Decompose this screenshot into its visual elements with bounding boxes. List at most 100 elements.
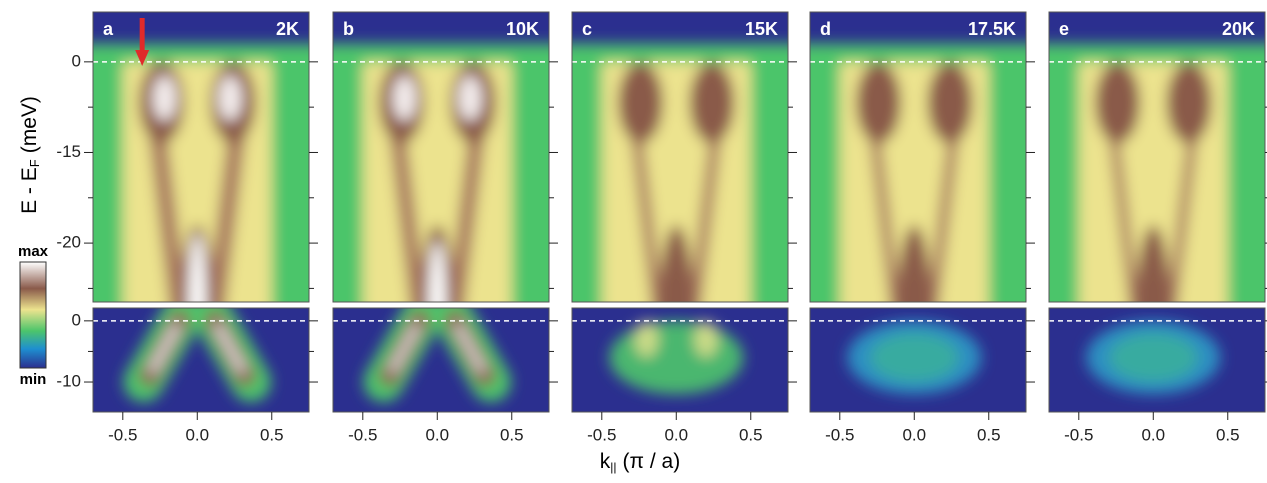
intensity: [1049, 43, 1265, 302]
intensity-band: [928, 110, 962, 302]
heatmap: [333, 308, 549, 412]
panel-frame: [332, 11, 550, 303]
intensity-blob: [856, 61, 901, 144]
panel-temperature: 15K: [745, 19, 778, 39]
panel-temperature: 17.5K: [968, 19, 1016, 39]
intensity: [572, 43, 788, 302]
intensity-blob: [634, 320, 659, 358]
intensity-blob: [1166, 61, 1212, 144]
panel-letter: a: [103, 19, 114, 39]
panel-temperature: 10K: [506, 19, 539, 39]
panel-frame: [809, 11, 1027, 303]
intensity: [333, 43, 549, 302]
x-tick-label: -0.5: [348, 425, 377, 444]
y-label-sub: F: [27, 159, 42, 167]
intensity-blob: [658, 224, 694, 302]
heatmap: [810, 12, 1026, 302]
panel-letter: b: [343, 19, 354, 39]
heatmap: [810, 308, 1026, 412]
panel-letter: c: [582, 19, 592, 39]
panel-frame: [92, 307, 310, 413]
x-tick-label: 0.5: [977, 425, 1001, 444]
panel-frame: [332, 307, 550, 413]
panel-frame: [571, 307, 789, 413]
intensity: [1086, 320, 1221, 395]
intensity-blob: [1108, 333, 1198, 383]
panel-frame: [571, 11, 789, 303]
x-tick-label: 0.5: [739, 425, 763, 444]
intensity-band: [389, 323, 420, 373]
intensity-blob: [927, 61, 973, 144]
x-tick-label: 0.5: [1216, 425, 1240, 444]
heatmap: [93, 12, 309, 302]
intensity: [810, 43, 1026, 302]
x-tick-label: -0.5: [108, 425, 137, 444]
intensity: [93, 43, 309, 302]
y-tick-label: 0: [72, 51, 81, 70]
x-tick-label: 0.0: [185, 425, 209, 444]
panel-frame: [92, 11, 310, 303]
intensity: [363, 308, 511, 403]
intensity: [609, 320, 744, 395]
intensity-band: [207, 107, 248, 302]
panel-letter: d: [820, 19, 831, 39]
heatmap: [93, 308, 309, 412]
intensity-band: [214, 323, 246, 374]
x-label-main: k: [600, 450, 611, 473]
heatmap: [1049, 308, 1265, 412]
x-label-sub: ||: [610, 460, 616, 474]
intensity-blob: [1095, 61, 1140, 144]
intensity-blob: [869, 333, 959, 383]
x-label-unit: (π / a): [623, 450, 681, 473]
panel-temperature: 2K: [276, 19, 299, 39]
intensity: [123, 308, 271, 403]
y-tick-label: -20: [56, 233, 81, 252]
intensity-band: [689, 110, 724, 302]
x-tick-label: -0.5: [587, 425, 616, 444]
intensity: [847, 320, 982, 395]
intensity-blob: [689, 61, 735, 144]
x-tick-label: -0.5: [1064, 425, 1093, 444]
x-tick-label: -0.5: [825, 425, 854, 444]
intensity-blob: [188, 234, 207, 302]
heatmap: [572, 12, 788, 302]
panel-letter: e: [1059, 19, 1069, 39]
y-tick-label: -10: [56, 372, 81, 391]
intensity-band: [1106, 111, 1139, 302]
x-tick-label: 0.0: [902, 425, 926, 444]
intensity-blob: [218, 75, 242, 121]
heatmap: [572, 308, 788, 412]
intensity-blob: [152, 75, 177, 121]
intensity-blob: [428, 241, 447, 302]
intensity-band: [387, 107, 427, 302]
x-axis-label: k|| (π / a): [600, 450, 680, 475]
x-tick-label: 0.0: [425, 425, 449, 444]
intensity-blob: [1135, 224, 1171, 302]
intensity-blob: [618, 61, 663, 144]
intensity-blob: [609, 320, 744, 395]
intensity-band: [448, 107, 488, 302]
y-label-unit: (meV): [18, 96, 41, 153]
panel-temperature: 20K: [1222, 19, 1255, 39]
intensity-band: [149, 323, 180, 374]
x-tick-label: 0.5: [500, 425, 524, 444]
y-label-main: E - E: [18, 167, 41, 214]
intensity-blob: [694, 320, 718, 358]
intensity-blob: [896, 224, 932, 302]
intensity-band: [454, 323, 486, 373]
arrow-head: [135, 50, 150, 66]
intensity-band: [628, 110, 663, 302]
panel-frame: [809, 307, 1027, 413]
y-axis-label: E - EF (meV): [18, 96, 43, 214]
intensity-blob: [458, 75, 482, 121]
heatmap: [333, 12, 549, 302]
intensity-blob: [392, 75, 417, 121]
y-tick-label: -15: [56, 142, 81, 161]
intensity-band: [867, 110, 901, 302]
colorbar-max: max: [18, 243, 49, 260]
x-tick-label: 0.0: [1141, 425, 1165, 444]
intensity-band: [1167, 111, 1201, 302]
panel-frame: [1048, 307, 1266, 413]
colorbar-min: min: [20, 371, 47, 388]
